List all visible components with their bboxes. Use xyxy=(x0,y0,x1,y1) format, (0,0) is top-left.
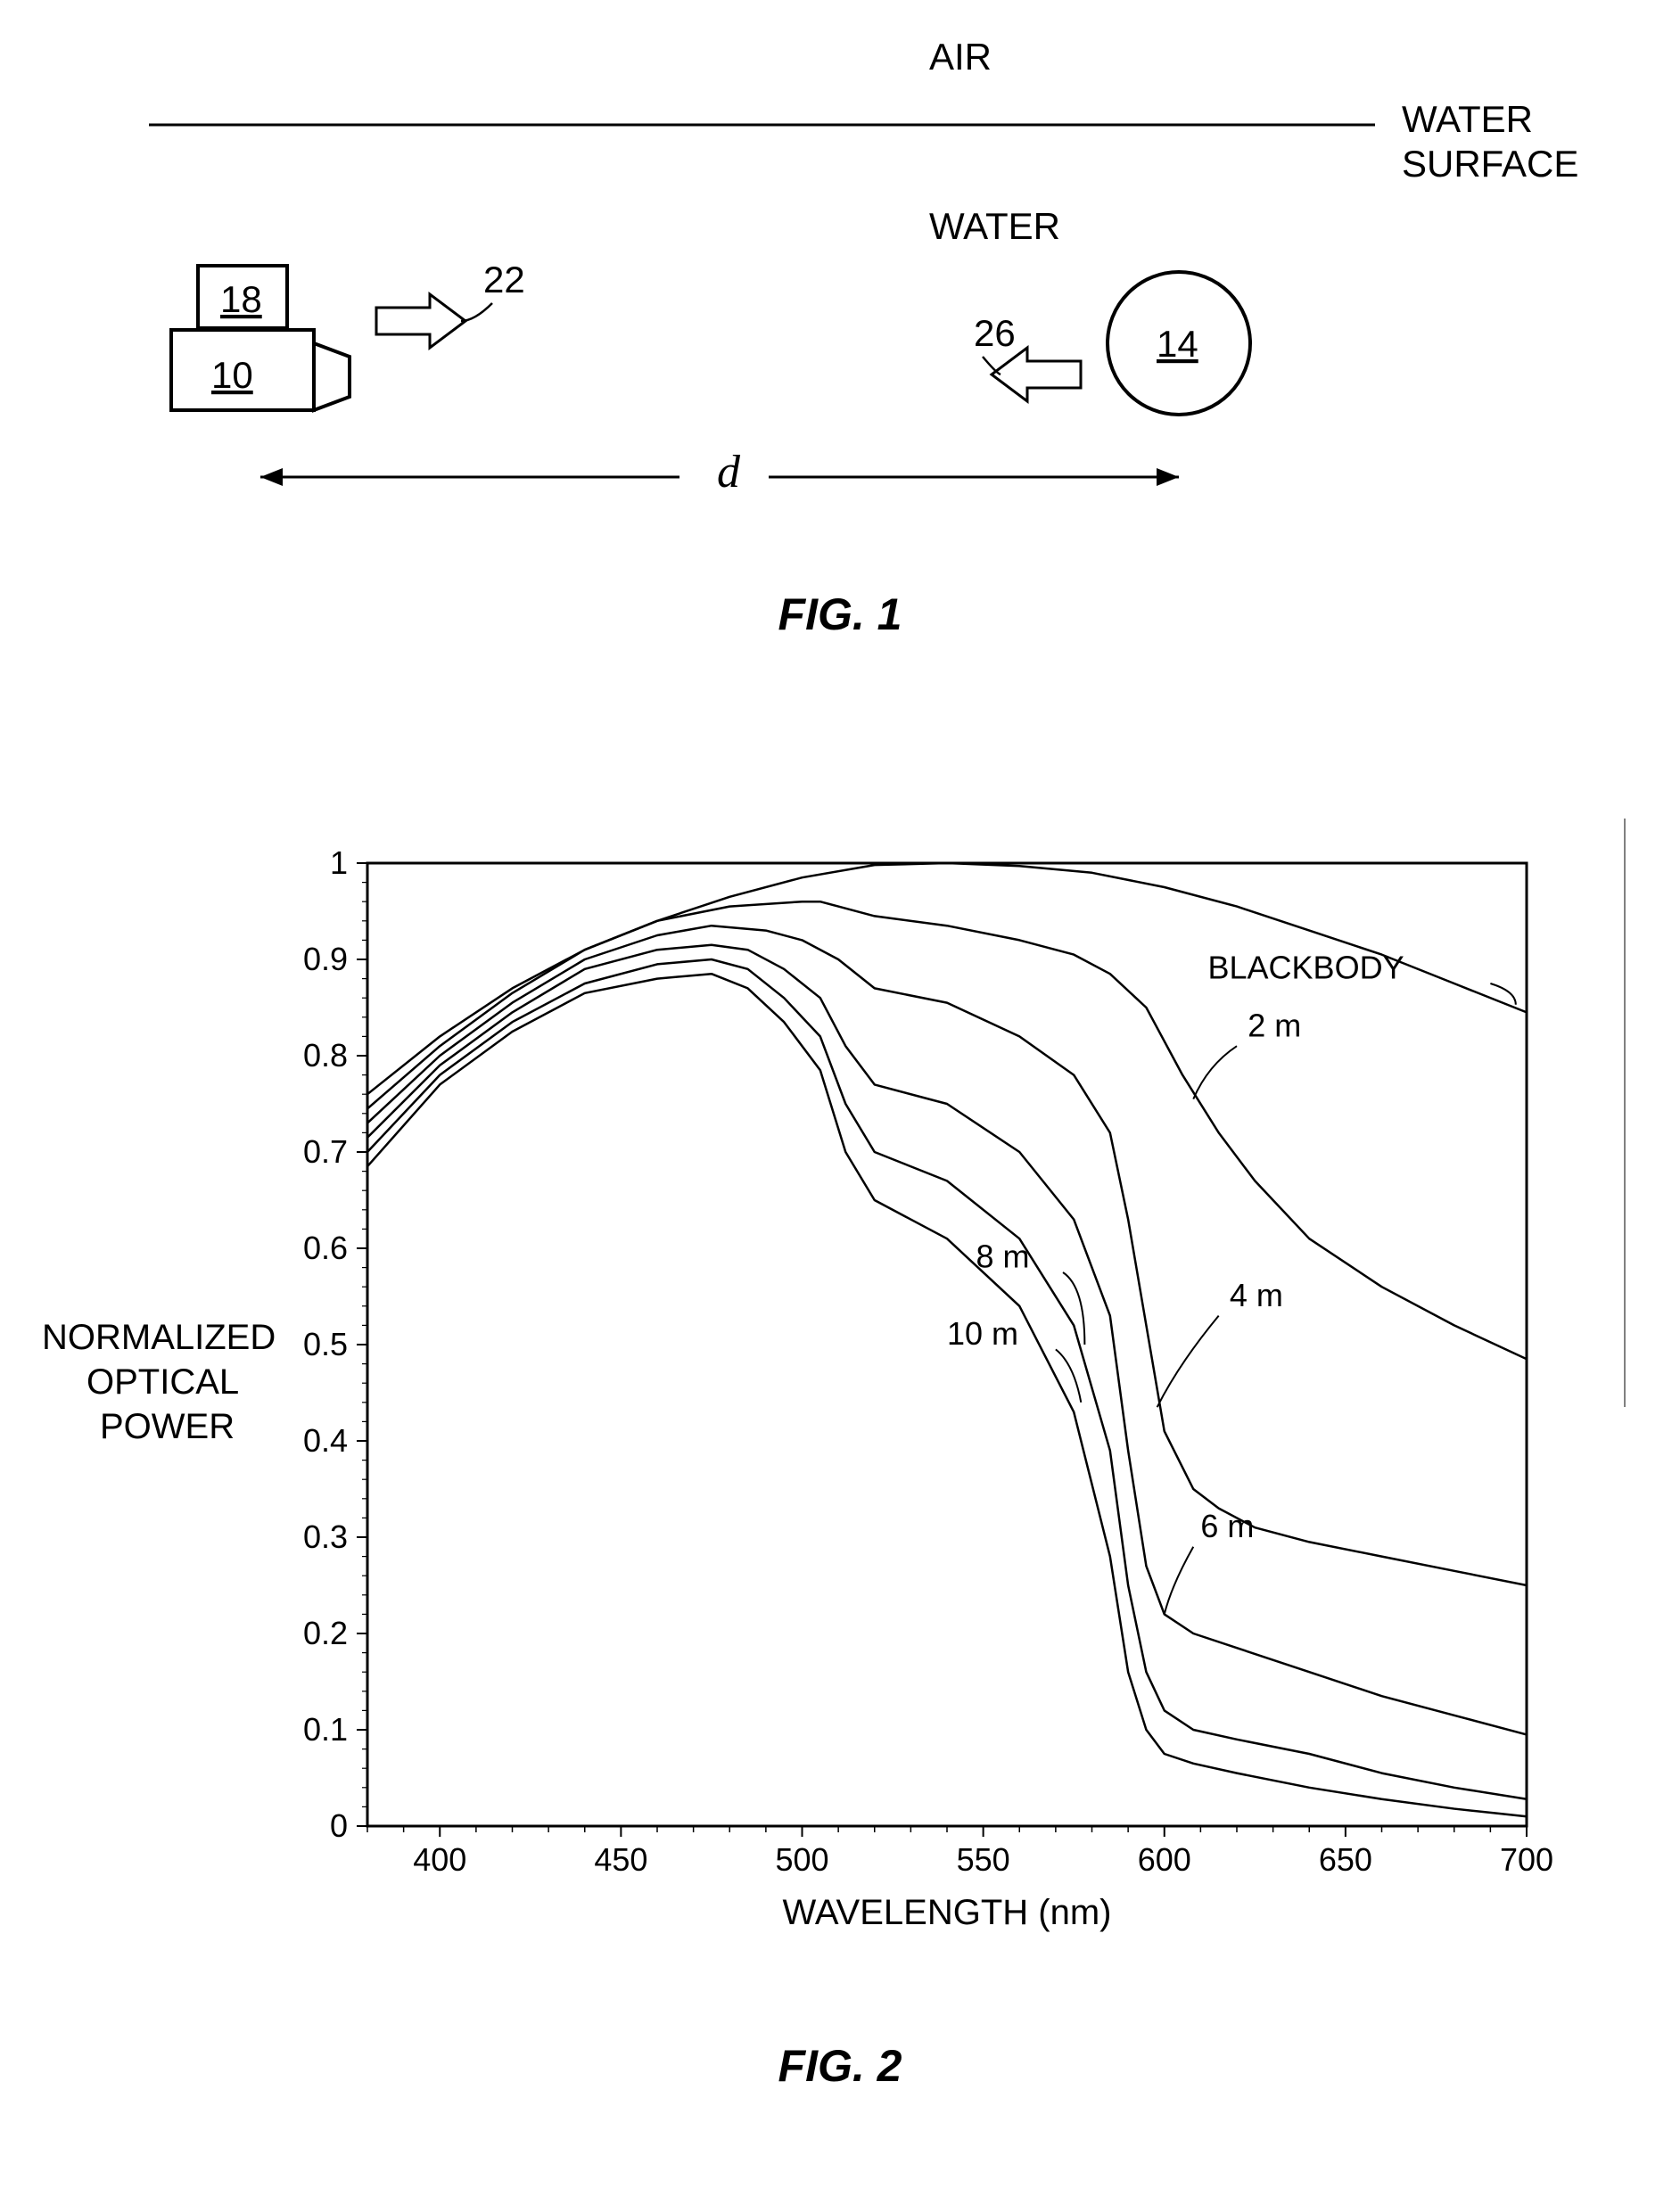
fig1-air-label: AIR xyxy=(929,36,992,78)
fig2-series-4m xyxy=(367,926,1527,1585)
fig2-ytick-label: 0.9 xyxy=(303,941,348,977)
fig1-arrow-26 xyxy=(983,348,1081,401)
fig2-series-8m xyxy=(367,959,1527,1799)
fig1-arrow-22 xyxy=(376,294,492,348)
fig1-ref26-label: 26 xyxy=(974,312,1016,355)
fig2-xtick-label: 500 xyxy=(775,1841,828,1878)
fig2-annot-10m: 10 m xyxy=(947,1315,1018,1352)
fig1-ref22-label: 22 xyxy=(483,259,525,301)
figure-2: NORMALIZED OPTICAL POWER 400 450 500 550 600… xyxy=(37,801,1643,2138)
fig2-ytick-label: 0.1 xyxy=(303,1711,348,1748)
fig2-annot-2m: 2 m xyxy=(1248,1007,1301,1043)
fig2-ytick-label: 0.3 xyxy=(303,1518,348,1555)
fig1-target: 14 xyxy=(1108,272,1250,415)
fig2-ytick-label: 0.2 xyxy=(303,1615,348,1651)
fig2-ylabel-2: OPTICAL xyxy=(86,1362,239,1403)
fig2-annot-4m: 4 m xyxy=(1230,1277,1283,1313)
fig2-ylabel-1: NORMALIZED xyxy=(42,1318,276,1358)
fig2-xtick-label: 550 xyxy=(957,1841,1010,1878)
fig1-ref18: 18 xyxy=(220,278,262,320)
fig2-ytick-label: 0.8 xyxy=(303,1037,348,1074)
fig2-caption: FIG. 2 xyxy=(37,2040,1643,2092)
fig2-chart-svg: 400 450 500 550 600 650 700 0 0.1 0.2 0.3 0.4 0.5 0.6… xyxy=(37,801,1643,2004)
figure-1: AIR WATER SURFACE WATER d 22 26 10 18 xyxy=(37,36,1643,571)
fig2-ytick-label: 0.7 xyxy=(303,1133,348,1170)
fig1-water-label: WATER xyxy=(929,205,1060,248)
fig1-d-label: d xyxy=(717,446,740,498)
fig2-ytick-label: 0.4 xyxy=(303,1422,348,1459)
fig2-xtick-label: 450 xyxy=(594,1841,647,1878)
fig1-ref10: 10 xyxy=(211,354,253,396)
fig2-ylabel-3: POWER xyxy=(100,1407,235,1447)
fig2-series-10m xyxy=(367,974,1527,1816)
fig2-xtick-label: 700 xyxy=(1500,1841,1553,1878)
fig2-annot-6m: 6 m xyxy=(1200,1508,1254,1544)
fig2-xlabel: WAVELENGTH (nm) xyxy=(783,1893,1112,1932)
fig2-annot-8m: 8 m xyxy=(976,1238,1030,1275)
fig2-annot-blackbody: BLACKBODY xyxy=(1208,950,1404,986)
fig1-light-box: 18 xyxy=(198,266,287,328)
fig1-caption: FIG. 1 xyxy=(37,588,1643,640)
fig2-ytick-label: 0.5 xyxy=(303,1326,348,1362)
fig2-xtick-label: 600 xyxy=(1138,1841,1191,1878)
fig2-ytick-label: 0.6 xyxy=(303,1230,348,1266)
fig2-xtick-label: 400 xyxy=(413,1841,466,1878)
fig1-camera: 10 xyxy=(171,330,350,410)
fig1-water-surface-label-1: WATER xyxy=(1402,98,1533,141)
fig2-xtick-label: 650 xyxy=(1319,1841,1372,1878)
fig2-ytick-label: 0 xyxy=(330,1807,348,1844)
fig1-ref14: 14 xyxy=(1157,323,1198,365)
fig1-water-surface-label-2: SURFACE xyxy=(1402,143,1578,185)
fig2-ytick-label: 1 xyxy=(330,844,348,881)
